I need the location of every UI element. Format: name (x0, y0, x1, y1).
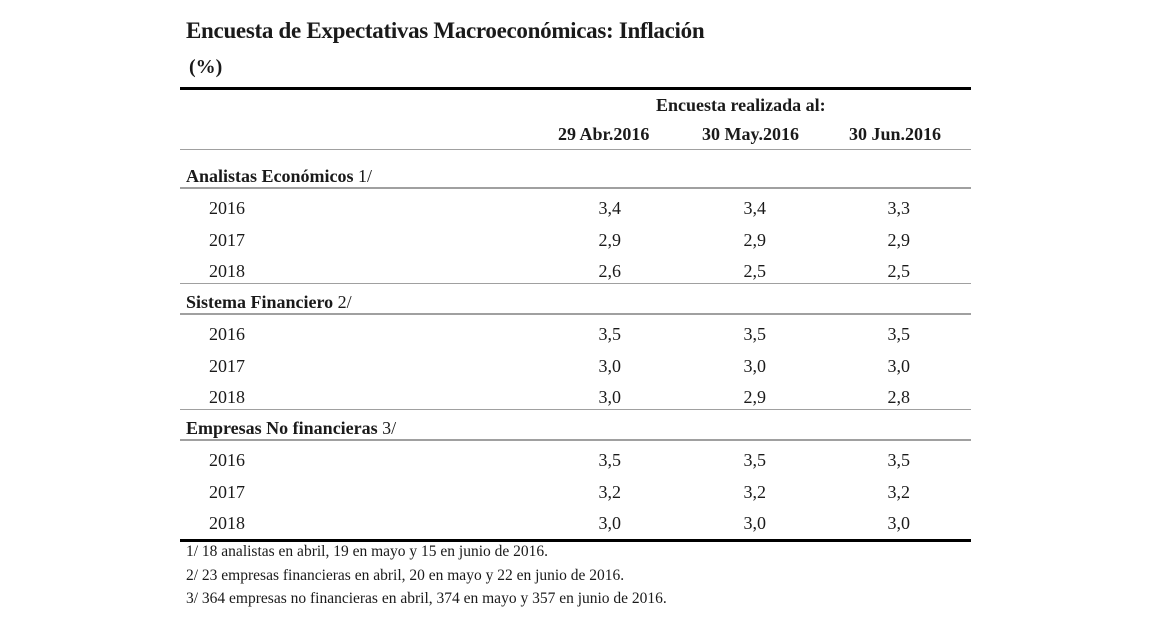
cell-value: 3,4 (598, 198, 622, 218)
cell-value: 3,5 (598, 324, 622, 344)
cell-value: 2,9 (887, 229, 911, 250)
footnote-ref: 1/ (358, 166, 373, 186)
cell-value: 2,5 (743, 261, 767, 281)
table-row: 2016 3,5 3,5 3,5 (180, 324, 971, 354)
cell-value: 2,9 (598, 229, 622, 250)
cell-value: 3,5 (743, 324, 767, 344)
table-row: 2018 2,6 2,5 2,5 (180, 261, 971, 291)
cell-value: 3,5 (598, 450, 622, 470)
table-row: 2018 3,0 3,0 3,0 (180, 513, 971, 543)
unit-label: (%) (189, 56, 223, 78)
cell-value: 3,5 (887, 450, 911, 470)
section-divider (180, 283, 971, 284)
cell-value: 3,0 (598, 513, 622, 533)
cell-value: 2,9 (743, 387, 767, 407)
top-rule (180, 87, 971, 90)
section-rule (180, 439, 971, 441)
column-header: 29 Abr.2016 (558, 124, 650, 144)
footnote-ref: 2/ (337, 292, 352, 312)
footnote: 3/ 364 empresas no financieras en abril,… (186, 590, 667, 607)
table-row: 2016 3,5 3,5 3,5 (180, 450, 971, 480)
cell-value: 2,8 (887, 387, 911, 407)
bottom-rule (180, 539, 971, 542)
section-rule (180, 313, 971, 315)
cell-value: 3,4 (743, 198, 767, 218)
header-rule (180, 149, 971, 150)
row-year: 2018 (209, 513, 245, 533)
row-year: 2018 (209, 261, 245, 281)
section-label: Empresas No financieras (186, 418, 378, 438)
table-title: Encuesta de Expectativas Macroeconómicas… (186, 18, 705, 43)
cell-value: 3,5 (887, 324, 911, 344)
cell-value: 3,2 (598, 481, 622, 502)
cell-value: 3,5 (743, 450, 767, 470)
row-year: 2017 (209, 481, 245, 502)
cell-value: 3,0 (598, 355, 622, 376)
table-row: 2017 3,2 3,2 3,2 (180, 482, 971, 512)
section-label: Sistema Financiero (186, 292, 334, 312)
column-group-header: Encuesta realizada al: (656, 95, 826, 115)
table-row: 2016 3,4 3,4 3,3 (180, 198, 971, 228)
table-row: 2017 3,0 3,0 3,0 (180, 356, 971, 386)
section-header: Analistas Económicos 1/ (186, 166, 372, 187)
section-header: Empresas No financieras 3/ (186, 418, 396, 439)
footnote-ref: 3/ (382, 418, 397, 438)
section-header: Sistema Financiero 2/ (186, 292, 352, 313)
footnote: 2/ 23 empresas financieras en abril, 20 … (186, 567, 625, 584)
cell-value: 2,9 (743, 229, 767, 250)
row-year: 2016 (209, 324, 245, 344)
footnote: 1/ 18 analistas en abril, 19 en mayo y 1… (186, 543, 549, 560)
cell-value: 2,5 (887, 261, 911, 281)
table-row: 2017 2,9 2,9 2,9 (180, 230, 971, 260)
cell-value: 3,0 (598, 387, 622, 407)
cell-value: 3,0 (887, 355, 911, 376)
cell-value: 3,3 (887, 198, 911, 218)
row-year: 2016 (209, 198, 245, 218)
cell-value: 3,0 (743, 513, 767, 533)
row-year: 2017 (209, 229, 245, 250)
cell-value: 3,0 (887, 513, 911, 533)
row-year: 2017 (209, 355, 245, 376)
section-divider (180, 409, 971, 410)
column-header: 30 Jun.2016 (849, 124, 942, 144)
section-label: Analistas Económicos (186, 166, 354, 186)
section-rule (180, 187, 971, 189)
cell-value: 3,0 (743, 355, 767, 376)
row-year: 2018 (209, 387, 245, 407)
table-row: 2018 3,0 2,9 2,8 (180, 387, 971, 417)
column-header: 30 May.2016 (702, 124, 799, 144)
row-year: 2016 (209, 450, 245, 470)
cell-value: 3,2 (887, 481, 911, 502)
cell-value: 2,6 (598, 261, 622, 281)
cell-value: 3,2 (743, 481, 767, 502)
